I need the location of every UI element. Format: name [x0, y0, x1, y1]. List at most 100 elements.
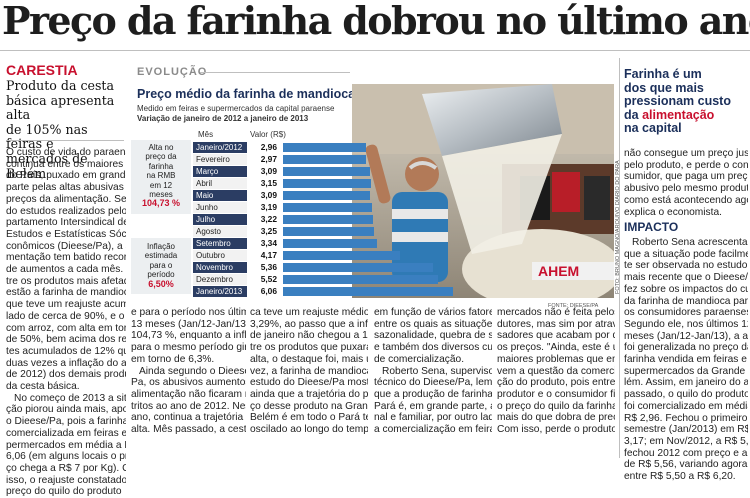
text-line: Com isso, perde o produtor que	[497, 424, 615, 436]
text-line: de R$ 5,56, variando agora	[624, 459, 748, 471]
text-line: e também dos diversos custos	[374, 342, 492, 354]
chart-data-label: 3,09	[260, 166, 277, 176]
text-line: lém. Assim, em janeiro do ano	[624, 377, 748, 389]
side-head-line: da alimentação	[624, 108, 748, 123]
text-line: farinha vendida em feiras e	[624, 354, 747, 366]
headline: Preço da farinha dobrou no último ano	[2, 0, 750, 43]
box-line: Alta no	[148, 143, 174, 152]
text-line: Segundo ele, nos últimos 12	[624, 318, 748, 330]
chart-category-label: Janeiro/2012	[193, 142, 247, 153]
chart-category-label: Novembro	[193, 262, 247, 273]
text-line: maiores problemas que envol-	[497, 353, 615, 365]
text-line: foi comercializado em média	[624, 400, 748, 412]
side-headline: Farinha é um dos que mais pressionam cus…	[624, 67, 748, 136]
text-line: tre os produtos mais afetados	[6, 275, 126, 287]
chart-category-label: Agosto	[193, 226, 247, 237]
chart-source: FONTE: DIEESE/PA	[548, 303, 599, 309]
box-line: Inflação	[146, 242, 176, 251]
text-line: No começo de 2013 a situa-	[14, 392, 126, 404]
text-line: isso, o reajuste constatado no	[6, 474, 126, 486]
text-line: tes acumulados de 12% quase	[6, 345, 126, 357]
chart-data-label: 5,36	[260, 262, 277, 272]
text-line: fez sobre os impactos do custo	[624, 283, 748, 295]
text-line: 6,06 (em alguns locais o pre-	[6, 451, 126, 463]
text-line: abusivo pelo mesmo produto,	[624, 183, 748, 195]
text-line: mais recente que o Dieese/Pa	[624, 272, 748, 284]
text-line: pelo produto, e perde o con-	[624, 159, 748, 171]
box-line: para o	[149, 260, 173, 270]
article-column-5: mercados não é feita pelos pro-dutores, …	[497, 307, 615, 436]
side-body-2: Roberto Sena acrescenta que a situação po…	[624, 237, 748, 483]
text-line: ção piorou ainda mais, aponta	[6, 404, 126, 416]
text-line: alimentação não ficaram res-	[131, 388, 246, 400]
chart-bar	[283, 287, 453, 296]
inflation-percent: 6,50%	[148, 278, 174, 289]
text-line: como está acontecendo agora",	[624, 194, 748, 206]
text-line: os consumidores paraenses.	[624, 307, 748, 319]
text-line: Belém é em todo o Pará tem	[250, 412, 368, 424]
side-body: não consegue um preço justo pelo produto,…	[624, 148, 748, 218]
text-line: passado, o quilo do produto	[624, 389, 748, 401]
chart-data-label: 3,15	[260, 178, 277, 188]
text-line: Ainda segundo o Dieese/	[139, 365, 246, 377]
text-line: 13 meses (Jan/12-Jan/13) é de	[131, 318, 246, 330]
text-line: dutores, mas sim por atraves-	[497, 318, 615, 330]
chart-bar	[283, 203, 372, 212]
text-line: e para o período nos últimos	[131, 307, 246, 318]
kicker: CARESTIA	[6, 62, 78, 78]
text-line: preço do quilo do produto	[6, 486, 122, 498]
text-line: conômicos (Dieese/Pa), a ali-	[6, 240, 126, 252]
chart-category-label: Junho	[193, 202, 247, 213]
text-line: fechou 2012 com preço e alta	[624, 447, 748, 459]
chart-category-label: Abril	[193, 178, 247, 189]
text-line: Roberto Sena acrescenta	[632, 237, 748, 248]
text-line: ano, continua a trajetória de	[131, 412, 246, 424]
side-head-line: dos que mais	[624, 80, 704, 95]
chart-category-label: Setembro	[193, 238, 247, 249]
chart-data-label: 3,34	[260, 238, 277, 248]
text-line: de 2012) dos demais produtos	[6, 369, 126, 381]
deck-line: básica apresenta alta	[6, 92, 115, 123]
chart-bar	[283, 263, 433, 272]
chart-subtitle-line: Medido em feiras e supermercados da capi…	[137, 104, 335, 113]
deck-divider	[6, 140, 124, 141]
subhead-impacto: IMPACTO	[624, 220, 679, 234]
chart-bar	[283, 275, 438, 284]
text-line: alta, o destaque foi, mais uma	[250, 353, 368, 365]
headline-divider	[0, 50, 750, 51]
text-line: oscilado ao longo do tempo,	[250, 424, 368, 436]
text-line: R$ 2,96. Fechou o primeiro	[624, 412, 748, 424]
text-line: com arroz, com alta em torno	[6, 322, 126, 334]
text-line: de aumentos a cada mês. En-	[6, 264, 126, 276]
text-line: ca teve um reajuste médio de	[250, 307, 368, 318]
price-increase-box: Alta no preço da farinha na RMB em 12 me…	[131, 140, 191, 214]
article-column-3: ca teve um reajuste médio de3,29%, ao pa…	[250, 307, 368, 436]
chart-bar	[283, 191, 370, 200]
text-line: comercializada em feiras e su-	[6, 427, 126, 439]
text-line: sumidor, que paga um preço	[624, 171, 748, 183]
chart-bar	[283, 215, 373, 224]
inflation-box: Inflação estimada para o período 6,50%	[131, 238, 191, 294]
text-line: da farinha de mandioca para	[624, 295, 748, 307]
text-line: que teve um reajuste acumu-	[6, 299, 126, 311]
box-line: período	[147, 270, 175, 280]
chart-data-label: 5,52	[260, 274, 277, 284]
sidebar-divider	[619, 58, 620, 458]
chart-bar	[283, 143, 366, 152]
text-line: tre os produtos que puxaram a	[250, 342, 368, 354]
text-line: de 50%, bem acima dos reajus-	[6, 334, 126, 346]
deck-line: mercados de Belém	[6, 150, 88, 181]
text-line: sazonalidade, quebra de safra	[374, 330, 492, 342]
text-line: mercados não é feita pelos pro-	[497, 307, 615, 318]
text-line: o Dieese/Pa, pois a farinha foi	[6, 416, 126, 428]
deck-line: Produto da cesta	[6, 78, 115, 93]
chart-bar	[283, 179, 371, 188]
text-line: não consegue um preço justo	[624, 148, 748, 159]
chart-bar	[283, 155, 366, 164]
side-head-line: na capital	[624, 121, 682, 135]
text-line: 104,73 %, enquanto a inflação	[131, 330, 246, 342]
text-line: ção do produto, pois entre o	[497, 377, 615, 389]
text-line: do País, puxado em grande	[6, 170, 126, 182]
chart-bar	[283, 251, 400, 260]
text-line: Pa, os abusivos aumentos na	[131, 377, 246, 389]
